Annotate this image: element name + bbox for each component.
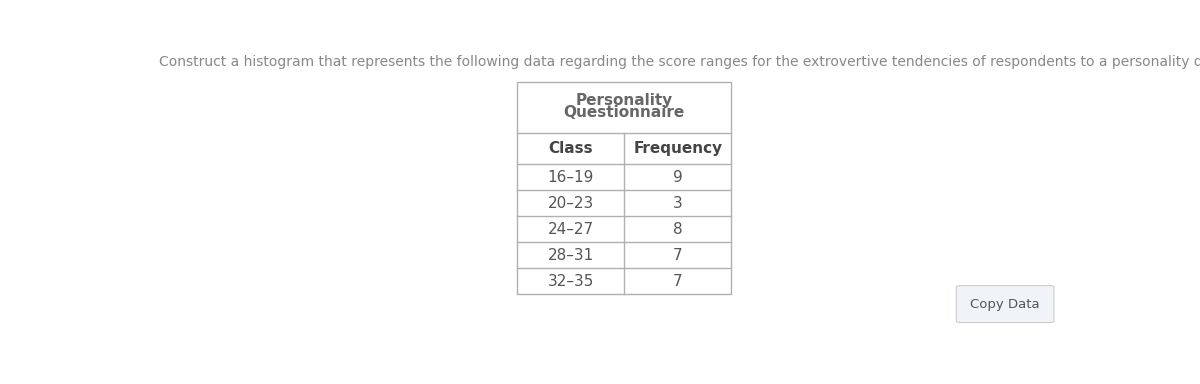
Text: Questionnaire: Questionnaire (564, 105, 685, 120)
Text: 7: 7 (673, 248, 683, 263)
Text: Construct a histogram that represents the following data regarding the score ran: Construct a histogram that represents th… (160, 55, 1200, 69)
Text: 20–23: 20–23 (547, 196, 594, 211)
FancyBboxPatch shape (956, 286, 1054, 323)
Bar (517, 81, 731, 295)
Text: 3: 3 (673, 196, 683, 211)
Text: 32–35: 32–35 (547, 274, 594, 289)
Text: Copy Data: Copy Data (971, 298, 1040, 311)
Text: 28–31: 28–31 (547, 248, 594, 263)
Text: 16–19: 16–19 (547, 170, 594, 185)
Text: Personality: Personality (576, 93, 673, 108)
Text: 8: 8 (673, 222, 683, 237)
Text: 7: 7 (673, 274, 683, 289)
Text: 24–27: 24–27 (547, 222, 594, 237)
Text: Frequency: Frequency (634, 141, 722, 156)
Text: Class: Class (548, 141, 593, 156)
Text: 9: 9 (673, 170, 683, 185)
